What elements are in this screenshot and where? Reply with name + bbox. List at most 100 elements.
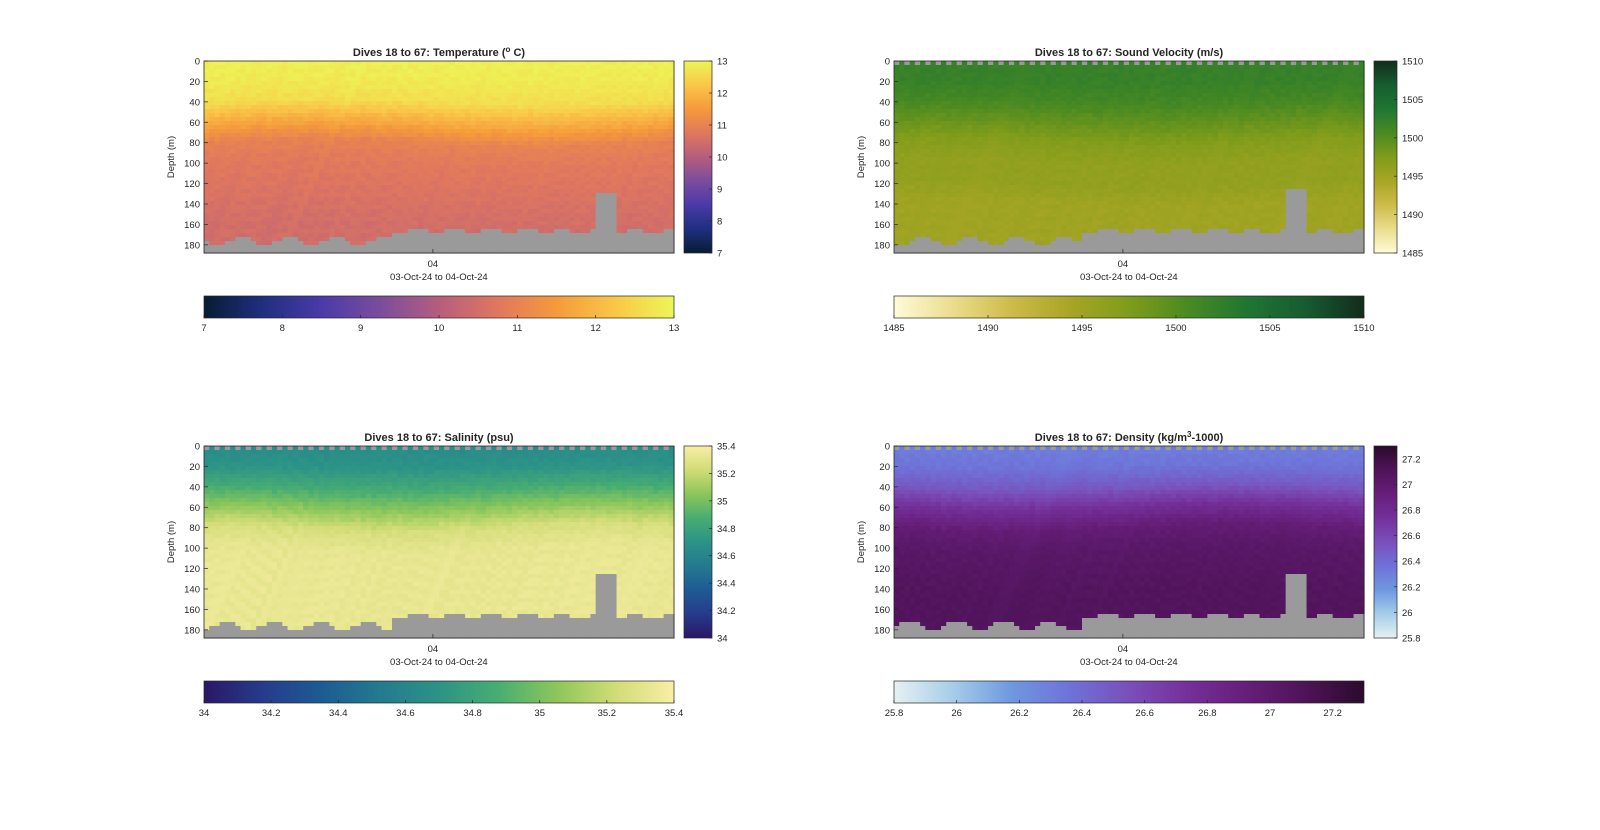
heatmap-cell [224, 85, 231, 90]
heatmap-cell [522, 233, 529, 238]
heatmap-cell [329, 245, 336, 250]
heatmap-cell [946, 117, 953, 122]
heatmap-cell [642, 141, 649, 146]
heatmap-cell [512, 197, 518, 202]
heatmap-cell [345, 169, 351, 174]
heatmap-cell [439, 233, 445, 238]
panel-sound-velocity: Dives 18 to 67: Sound Velocity (m/s)0204… [856, 47, 1423, 334]
heatmap-cell [941, 77, 947, 82]
heatmap-cell [935, 161, 942, 166]
heatmap-cell [224, 213, 231, 218]
heatmap-cell [548, 101, 555, 106]
heatmap-cell [266, 137, 273, 142]
heatmap-cell [475, 113, 482, 118]
heatmap-cell [470, 61, 477, 66]
heatmap-cell [465, 97, 471, 102]
heatmap-cell [214, 225, 221, 230]
heatmap-cell [543, 153, 550, 158]
heatmap-cell [904, 133, 911, 138]
heatmap-cell [219, 249, 226, 254]
heatmap-cell [616, 153, 623, 158]
heatmap-cell [946, 221, 953, 226]
heatmap-cell [318, 165, 325, 170]
heatmap-cell [360, 89, 367, 94]
heatmap-cell [486, 97, 492, 102]
heatmap-cell [600, 201, 607, 206]
heatmap-cell [914, 65, 921, 70]
heatmap-cell [271, 249, 278, 254]
heatmap-cell [433, 193, 440, 198]
heatmap-cell [491, 101, 498, 106]
heatmap-cell [941, 137, 947, 142]
heatmap-cell [329, 229, 336, 234]
heatmap-cell [899, 193, 906, 198]
heatmap-cell [287, 205, 294, 210]
heatmap-cell [522, 193, 529, 198]
heatmap-cell [559, 153, 565, 158]
heatmap-cell [553, 177, 560, 182]
heatmap-cell [428, 225, 435, 230]
heatmap-cell [235, 137, 242, 142]
heatmap-cell [600, 217, 607, 222]
heatmap-cell [621, 221, 628, 226]
heatmap-cell [517, 217, 524, 222]
heatmap-cell [245, 241, 252, 246]
heatmap-cell [920, 193, 926, 198]
heatmap-cell [658, 101, 665, 106]
heatmap-cell [204, 65, 210, 70]
heatmap-cell [329, 121, 336, 126]
heatmap-cell [360, 101, 367, 106]
heatmap-cell [381, 209, 388, 214]
heatmap-cell [527, 193, 534, 198]
heatmap-cell [480, 181, 487, 186]
heatmap-cell [642, 133, 649, 138]
heatmap-cell [303, 153, 310, 158]
heatmap-cell [355, 221, 362, 226]
heatmap-cell [491, 169, 498, 174]
heatmap-cell [491, 81, 498, 86]
heatmap-cell [914, 121, 921, 126]
heatmap-cell [486, 205, 492, 210]
heatmap-cell [611, 73, 618, 78]
heatmap-cell [261, 97, 268, 102]
heatmap-cell [209, 117, 216, 122]
heatmap-cell [470, 237, 477, 242]
heatmap-cell [433, 133, 440, 138]
heatmap-cell [444, 161, 451, 166]
heatmap-cell [261, 69, 268, 74]
heatmap-cell [282, 177, 289, 182]
heatmap-cell [235, 201, 242, 206]
heatmap-cell [235, 205, 242, 210]
heatmap-cell [439, 193, 445, 198]
heatmap-cell [585, 137, 592, 142]
heatmap-cell [277, 177, 283, 182]
heatmap-cell [204, 189, 210, 194]
heatmap-cell [209, 97, 216, 102]
heatmap-cell [214, 245, 221, 250]
heatmap-cell [256, 125, 263, 130]
heatmap-cell [397, 249, 404, 254]
heatmap-cell [668, 101, 675, 106]
heatmap-cell [360, 205, 367, 210]
heatmap-cell [920, 181, 926, 186]
heatmap-cell [956, 185, 963, 190]
heatmap-cell [261, 105, 268, 110]
heatmap-cell [668, 177, 675, 182]
heatmap-cell [658, 237, 665, 242]
heatmap-cell [512, 89, 518, 94]
heatmap-cell [486, 165, 492, 170]
heatmap-cell [914, 61, 921, 66]
heatmap-cell [559, 197, 565, 202]
heatmap-cell [459, 173, 466, 178]
heatmap-cell [668, 165, 675, 170]
heatmap-cell [465, 213, 471, 218]
heatmap-cell [533, 169, 539, 174]
heatmap-cell [616, 113, 623, 118]
heatmap-cell [214, 165, 221, 170]
heatmap-cell [647, 145, 654, 150]
heatmap-cell [491, 97, 498, 102]
heatmap-cell [256, 105, 263, 110]
heatmap-cell [204, 165, 210, 170]
heatmap-cell [418, 229, 424, 234]
heatmap-cell [904, 157, 911, 162]
